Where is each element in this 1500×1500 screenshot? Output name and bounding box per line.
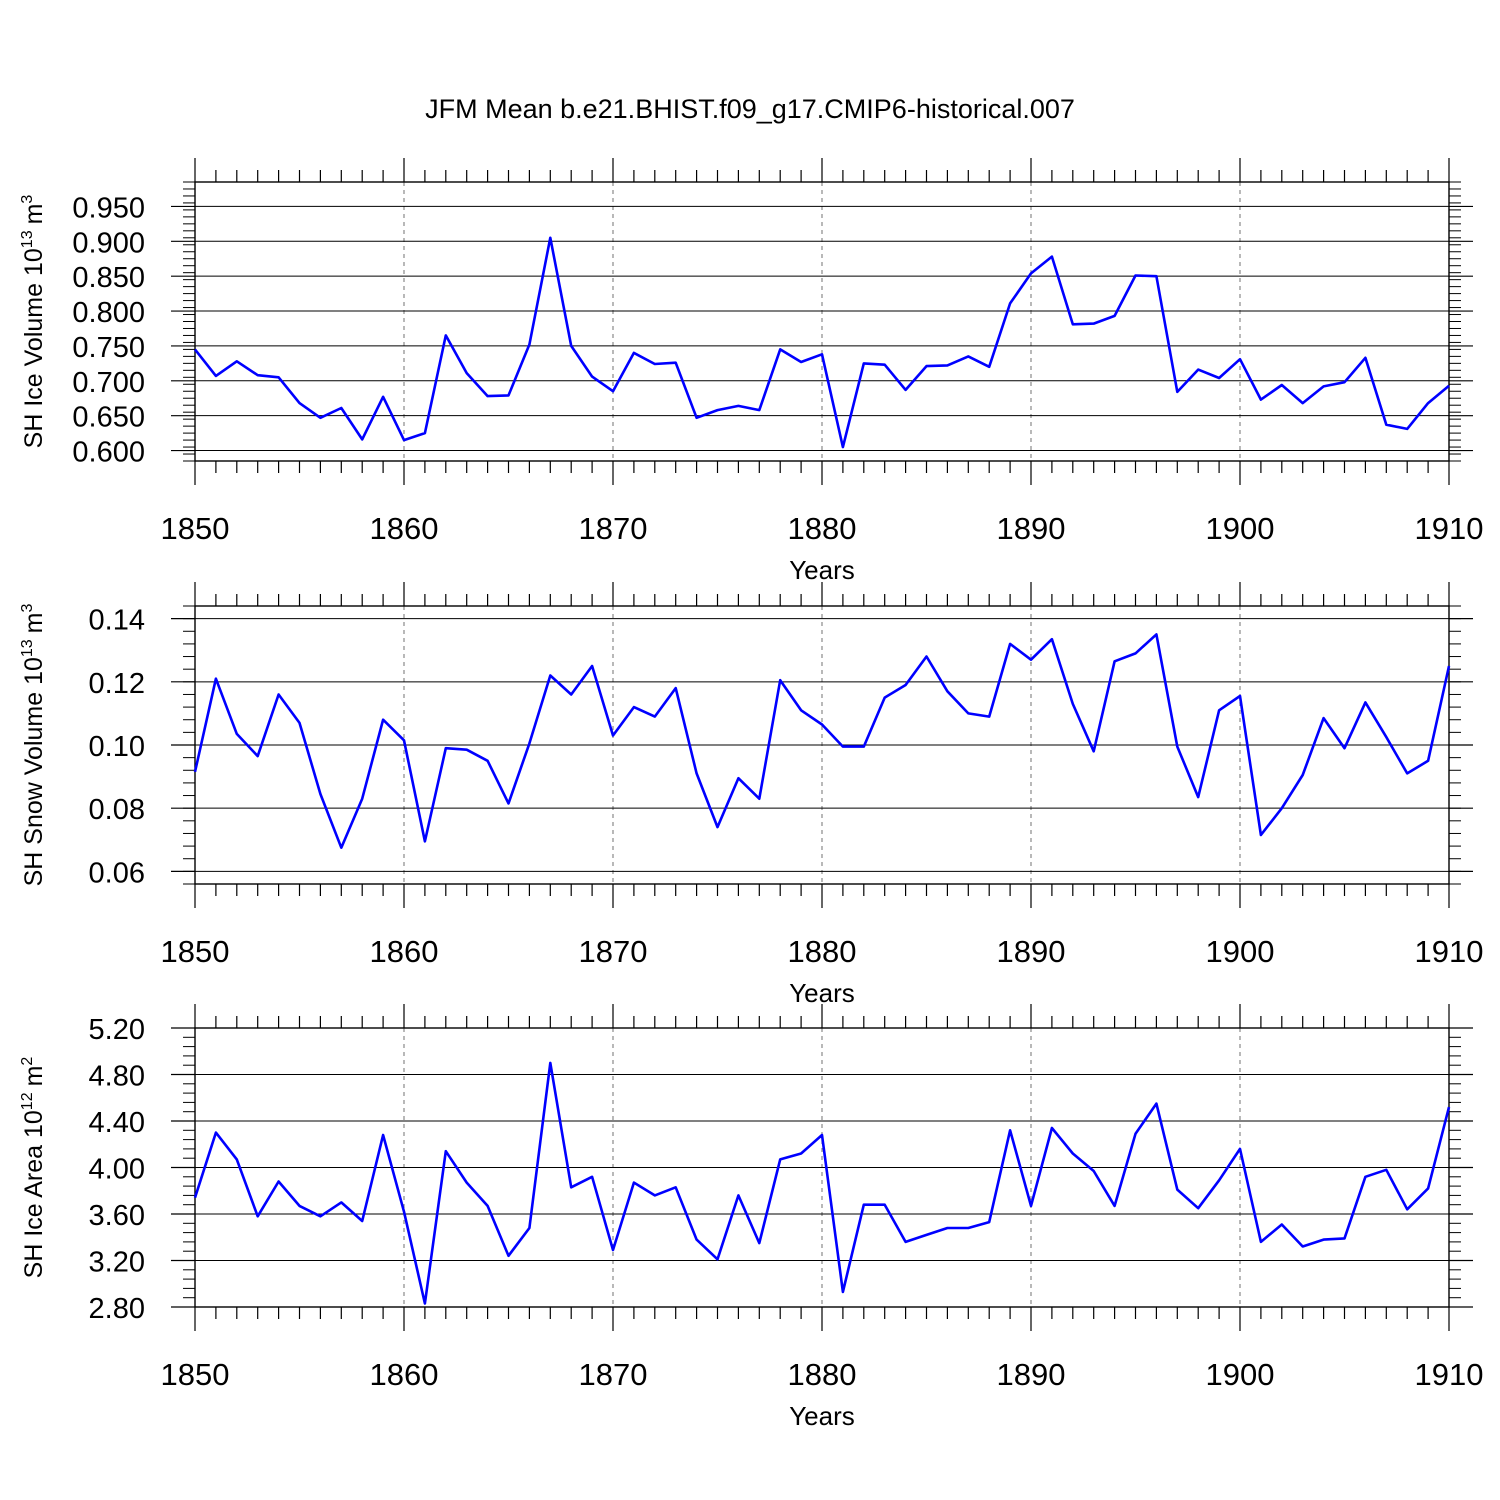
series-line-sh-snow-volume <box>193 633 1451 850</box>
panel-2: 1850 1860 1870 1880 1890 1900 1910 0.06 0.08 0.10… <box>19 582 1483 1008</box>
y-axis-label: SH Ice Area 1012 m2 <box>19 1057 48 1279</box>
y-tick-label: 0.700 <box>72 367 145 399</box>
y-tick-label: 0.950 <box>72 192 145 224</box>
x-tick-label: 1860 <box>370 511 439 546</box>
y-axis-label: SH Ice Volume 1013 m3 <box>19 195 48 449</box>
y-tick-label: 0.600 <box>72 437 145 469</box>
y-axis-label-exponent: 12 <box>19 1092 36 1110</box>
y-axis-label-text: SH Ice Volume 10 <box>20 248 48 448</box>
x-tick-label: 1900 <box>1206 511 1275 546</box>
x-axis-label: Years <box>789 555 855 585</box>
y-axis-label-exponent: 13 <box>19 639 36 657</box>
x-tick-label: 1880 <box>788 1357 857 1392</box>
y-axis-label-unit-exponent: 3 <box>19 195 36 204</box>
y-tick-label: 4.00 <box>89 1154 145 1186</box>
y-tick-label: 4.40 <box>89 1107 145 1139</box>
y-tick-label: 0.10 <box>89 731 145 763</box>
y-tick-label: 0.750 <box>72 332 145 364</box>
y-tick-label: 3.20 <box>89 1247 145 1279</box>
x-tick-label: 1880 <box>788 934 857 969</box>
x-tick-label: 1870 <box>579 934 648 969</box>
x-tick-label: 1900 <box>1206 934 1275 969</box>
y-tick-label: 3.60 <box>89 1200 145 1232</box>
y-tick-label: 0.900 <box>72 227 145 259</box>
x-axis-label: Years <box>789 1401 855 1431</box>
x-tick-label: 1890 <box>997 511 1066 546</box>
series-line-sh-ice-volume <box>193 236 1450 449</box>
y-tick-label: 0.06 <box>89 857 145 889</box>
y-axis-label: SH Snow Volume 1013 m3 <box>19 603 48 886</box>
x-tick-label: 1910 <box>1415 1357 1484 1392</box>
x-tick-label: 1860 <box>370 934 439 969</box>
y-tick-label: 0.850 <box>72 262 145 294</box>
x-axis-label: Years <box>789 978 855 1008</box>
chart-title: JFM Mean b.e21.BHIST.f09_g17.CMIP6-histo… <box>425 94 1075 124</box>
y-axis-label-text: SH Ice Area 10 <box>20 1110 48 1278</box>
x-tick-label: 1870 <box>579 1357 648 1392</box>
x-tick-label: 1910 <box>1415 511 1484 546</box>
x-tick-label: 1890 <box>997 1357 1066 1392</box>
y-tick-label: 0.08 <box>89 794 145 826</box>
y-tick-label: 0.14 <box>89 605 145 637</box>
x-tick-label: 1880 <box>788 511 857 546</box>
x-tick-label: 1850 <box>161 934 230 969</box>
y-axis-label-text: SH Snow Volume 10 <box>20 657 48 886</box>
panel-3: 1850 1860 1870 1880 1890 1900 1910 2.80 3.20 3.60… <box>19 1004 1483 1431</box>
y-tick-label: 0.650 <box>72 402 145 434</box>
y-tick-label: 0.12 <box>89 668 145 700</box>
x-tick-label: 1900 <box>1206 1357 1275 1392</box>
y-axis-label-unit: m <box>20 612 48 633</box>
y-tick-label: 2.80 <box>89 1293 145 1325</box>
y-axis-label-exponent: 13 <box>19 230 36 248</box>
y-axis-label-unit: m <box>20 1066 48 1087</box>
x-tick-label: 1850 <box>161 511 230 546</box>
y-tick-label: 5.20 <box>89 1014 145 1046</box>
x-tick-label: 1850 <box>161 1357 230 1392</box>
y-axis-label-unit-exponent: 3 <box>19 603 36 612</box>
panel-1: 1850 1860 1870 1880 1890 1900 19100.6000.6500.… <box>19 158 1483 585</box>
x-tick-label: 1870 <box>579 511 648 546</box>
y-tick-label: 4.80 <box>89 1061 145 1093</box>
x-tick-label: 1860 <box>370 1357 439 1392</box>
y-tick-label: 0.800 <box>72 297 145 329</box>
panels: 1850 1860 1870 1880 1890 1900 19100.6000.6500.… <box>19 158 1483 1431</box>
x-tick-label: 1910 <box>1415 934 1484 969</box>
y-axis-label-unit-exponent: 2 <box>19 1057 36 1066</box>
x-tick-label: 1890 <box>997 934 1066 969</box>
y-axis-label-unit: m <box>20 204 48 225</box>
